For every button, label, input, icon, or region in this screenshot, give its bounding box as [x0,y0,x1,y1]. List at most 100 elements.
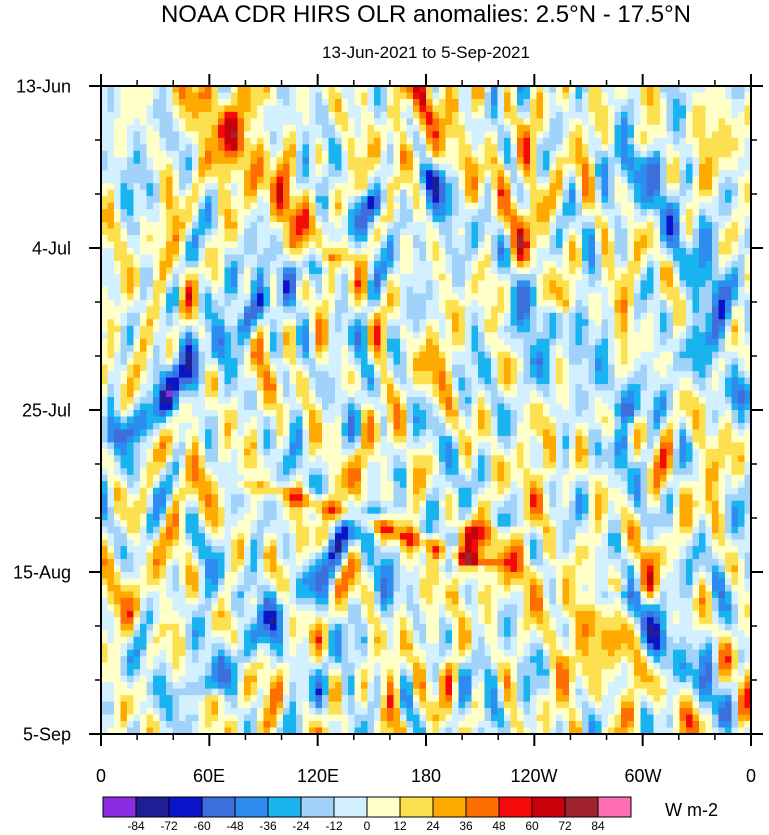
olr-cell [569,235,577,243]
olr-cell [556,319,564,327]
olr-cell [244,209,252,217]
olr-cell [380,189,388,197]
olr-cell [562,377,570,385]
olr-cell [458,222,466,230]
olr-cell [699,390,707,398]
olr-cell [725,170,733,178]
olr-cell [257,124,265,132]
olr-cell [478,351,486,359]
olr-cell [575,111,583,119]
olr-cell [465,189,473,197]
olr-cell [263,209,271,217]
olr-cell [595,254,603,262]
olr-cell [354,338,362,346]
olr-cell [738,183,746,191]
olr-cell [504,280,512,288]
olr-cell [530,312,538,320]
olr-cell [686,254,694,262]
olr-cell [270,189,278,197]
olr-cell [725,189,733,197]
olr-cell [374,280,382,288]
olr-cell [172,273,180,281]
olr-cell [237,345,245,353]
olr-cell [575,170,583,178]
olr-cell [120,306,128,314]
olr-cell [471,377,479,385]
olr-cell [673,397,681,405]
olr-cell [517,319,525,327]
olr-cell [101,280,109,288]
olr-cell [653,228,661,236]
olr-cell [361,222,369,230]
olr-cell [504,371,512,379]
olr-cell [673,403,681,411]
olr-cell [731,332,739,340]
olr-cell [341,196,349,204]
olr-cell [712,371,720,379]
olr-cell [211,384,219,392]
olr-cell [322,325,330,333]
olr-cell [263,267,271,275]
olr-cell [224,222,232,230]
olr-cell [127,358,135,366]
olr-cell [218,384,226,392]
olr-cell [328,150,336,158]
olr-cell [471,390,479,398]
olr-cell [569,228,577,236]
olr-cell [218,390,226,398]
olr-cell [608,131,616,139]
olr-cell [517,86,525,94]
olr-cell [530,241,538,249]
olr-cell [530,222,538,230]
olr-cell [426,397,434,405]
olr-cell [725,377,733,385]
olr-cell [289,157,297,165]
olr-cell [699,196,707,204]
olr-cell [367,364,375,372]
olr-cell [400,209,408,217]
olr-cell [328,137,336,145]
olr-cell [101,209,109,217]
olr-cell [354,241,362,249]
olr-cell [211,111,219,119]
olr-cell [588,325,596,333]
olr-cell [413,267,421,275]
olr-cell [127,397,135,405]
olr-cell [413,176,421,184]
olr-cell [549,176,557,184]
olr-cell [523,306,531,314]
olr-cell [653,286,661,294]
olr-cell [198,299,206,307]
olr-cell [296,299,304,307]
olr-cell [315,384,323,392]
olr-cell [140,358,148,366]
olr-cell [699,260,707,269]
olr-cell [361,157,369,165]
olr-cell [107,248,115,256]
olr-cell [679,241,687,249]
olr-cell [504,183,512,191]
olr-cell [380,371,388,379]
olr-cell [549,280,557,288]
olr-cell [465,364,473,372]
olr-cell [367,157,375,165]
olr-cell [413,144,421,152]
olr-cell [549,157,557,165]
olr-cell [322,371,330,379]
olr-cell [536,397,544,405]
olr-cell [530,183,538,191]
olr-cell [231,86,239,94]
olr-cell [712,267,720,275]
olr-cell [699,286,707,294]
olr-cell [419,144,427,152]
olr-cell [367,254,375,262]
olr-cell [549,235,557,243]
olr-cell [491,332,499,340]
olr-cell [666,384,674,392]
olr-cell [556,306,564,314]
olr-cell [517,189,525,197]
olr-cell [367,319,375,327]
olr-cell [341,338,349,346]
olr-cell [744,306,751,314]
olr-cell [731,235,739,243]
